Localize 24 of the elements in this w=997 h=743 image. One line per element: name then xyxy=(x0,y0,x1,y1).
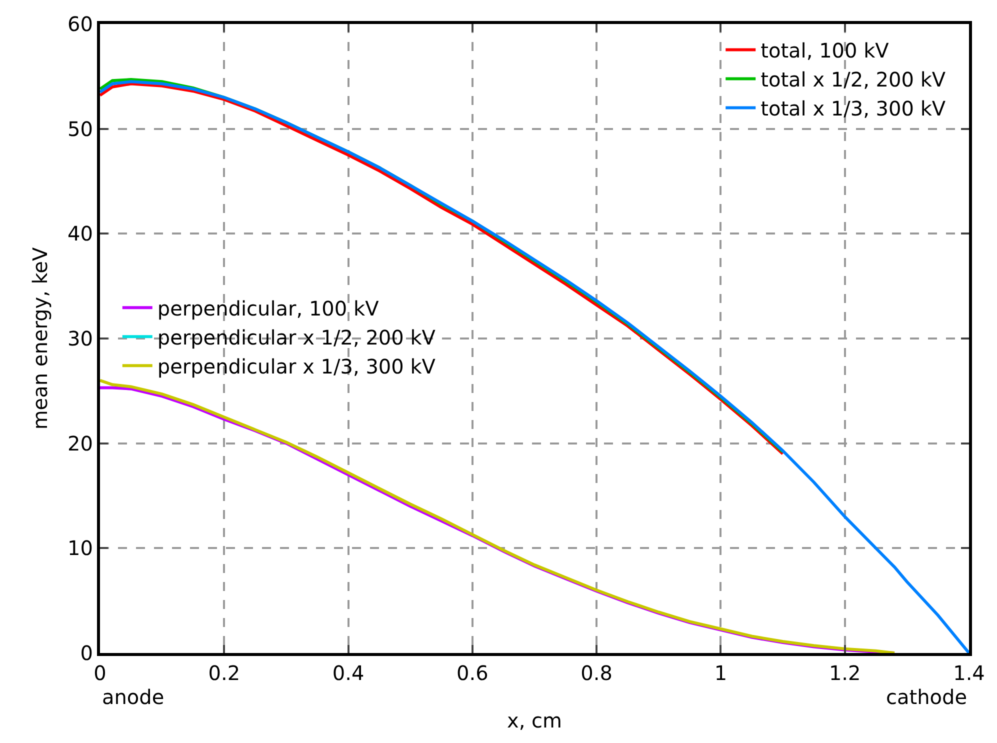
y-tick-label: 10 xyxy=(68,536,93,560)
legend-label: total x 1/2, 200 kV xyxy=(760,68,946,92)
x-tick-label: 0.6 xyxy=(456,661,488,685)
text: cathode xyxy=(886,685,968,709)
x-tick-label: 0.8 xyxy=(580,661,612,685)
y-tick-label: 30 xyxy=(68,326,93,350)
x-tick-label: 1.2 xyxy=(828,661,861,685)
y-tick-label: 40 xyxy=(68,222,93,246)
y-tick-label: 20 xyxy=(68,431,93,456)
x-tick-label: 0.4 xyxy=(332,661,364,685)
legend-label: perpendicular x 1/2, 200 kV xyxy=(157,325,436,350)
y-axis-title: mean energy, keV xyxy=(28,247,52,430)
text: anode xyxy=(102,685,164,709)
x-tick-label: 1.4 xyxy=(953,661,985,685)
legend-label: perpendicular, 100 kV xyxy=(157,296,380,320)
y-tick-label: 0 xyxy=(80,641,93,665)
x-axis-title: x, cm xyxy=(506,708,562,732)
legend-label: perpendicular x 1/3, 300 kV xyxy=(157,354,436,378)
y-tick-label: 50 xyxy=(68,116,93,141)
legend-label: total, 100 kV xyxy=(760,38,890,63)
legend-label: total x 1/3, 300 kV xyxy=(760,96,946,121)
x-tick-label: 1 xyxy=(714,661,728,685)
x-tick-label: 0.2 xyxy=(208,661,240,685)
y-tick-label: 60 xyxy=(68,12,93,36)
